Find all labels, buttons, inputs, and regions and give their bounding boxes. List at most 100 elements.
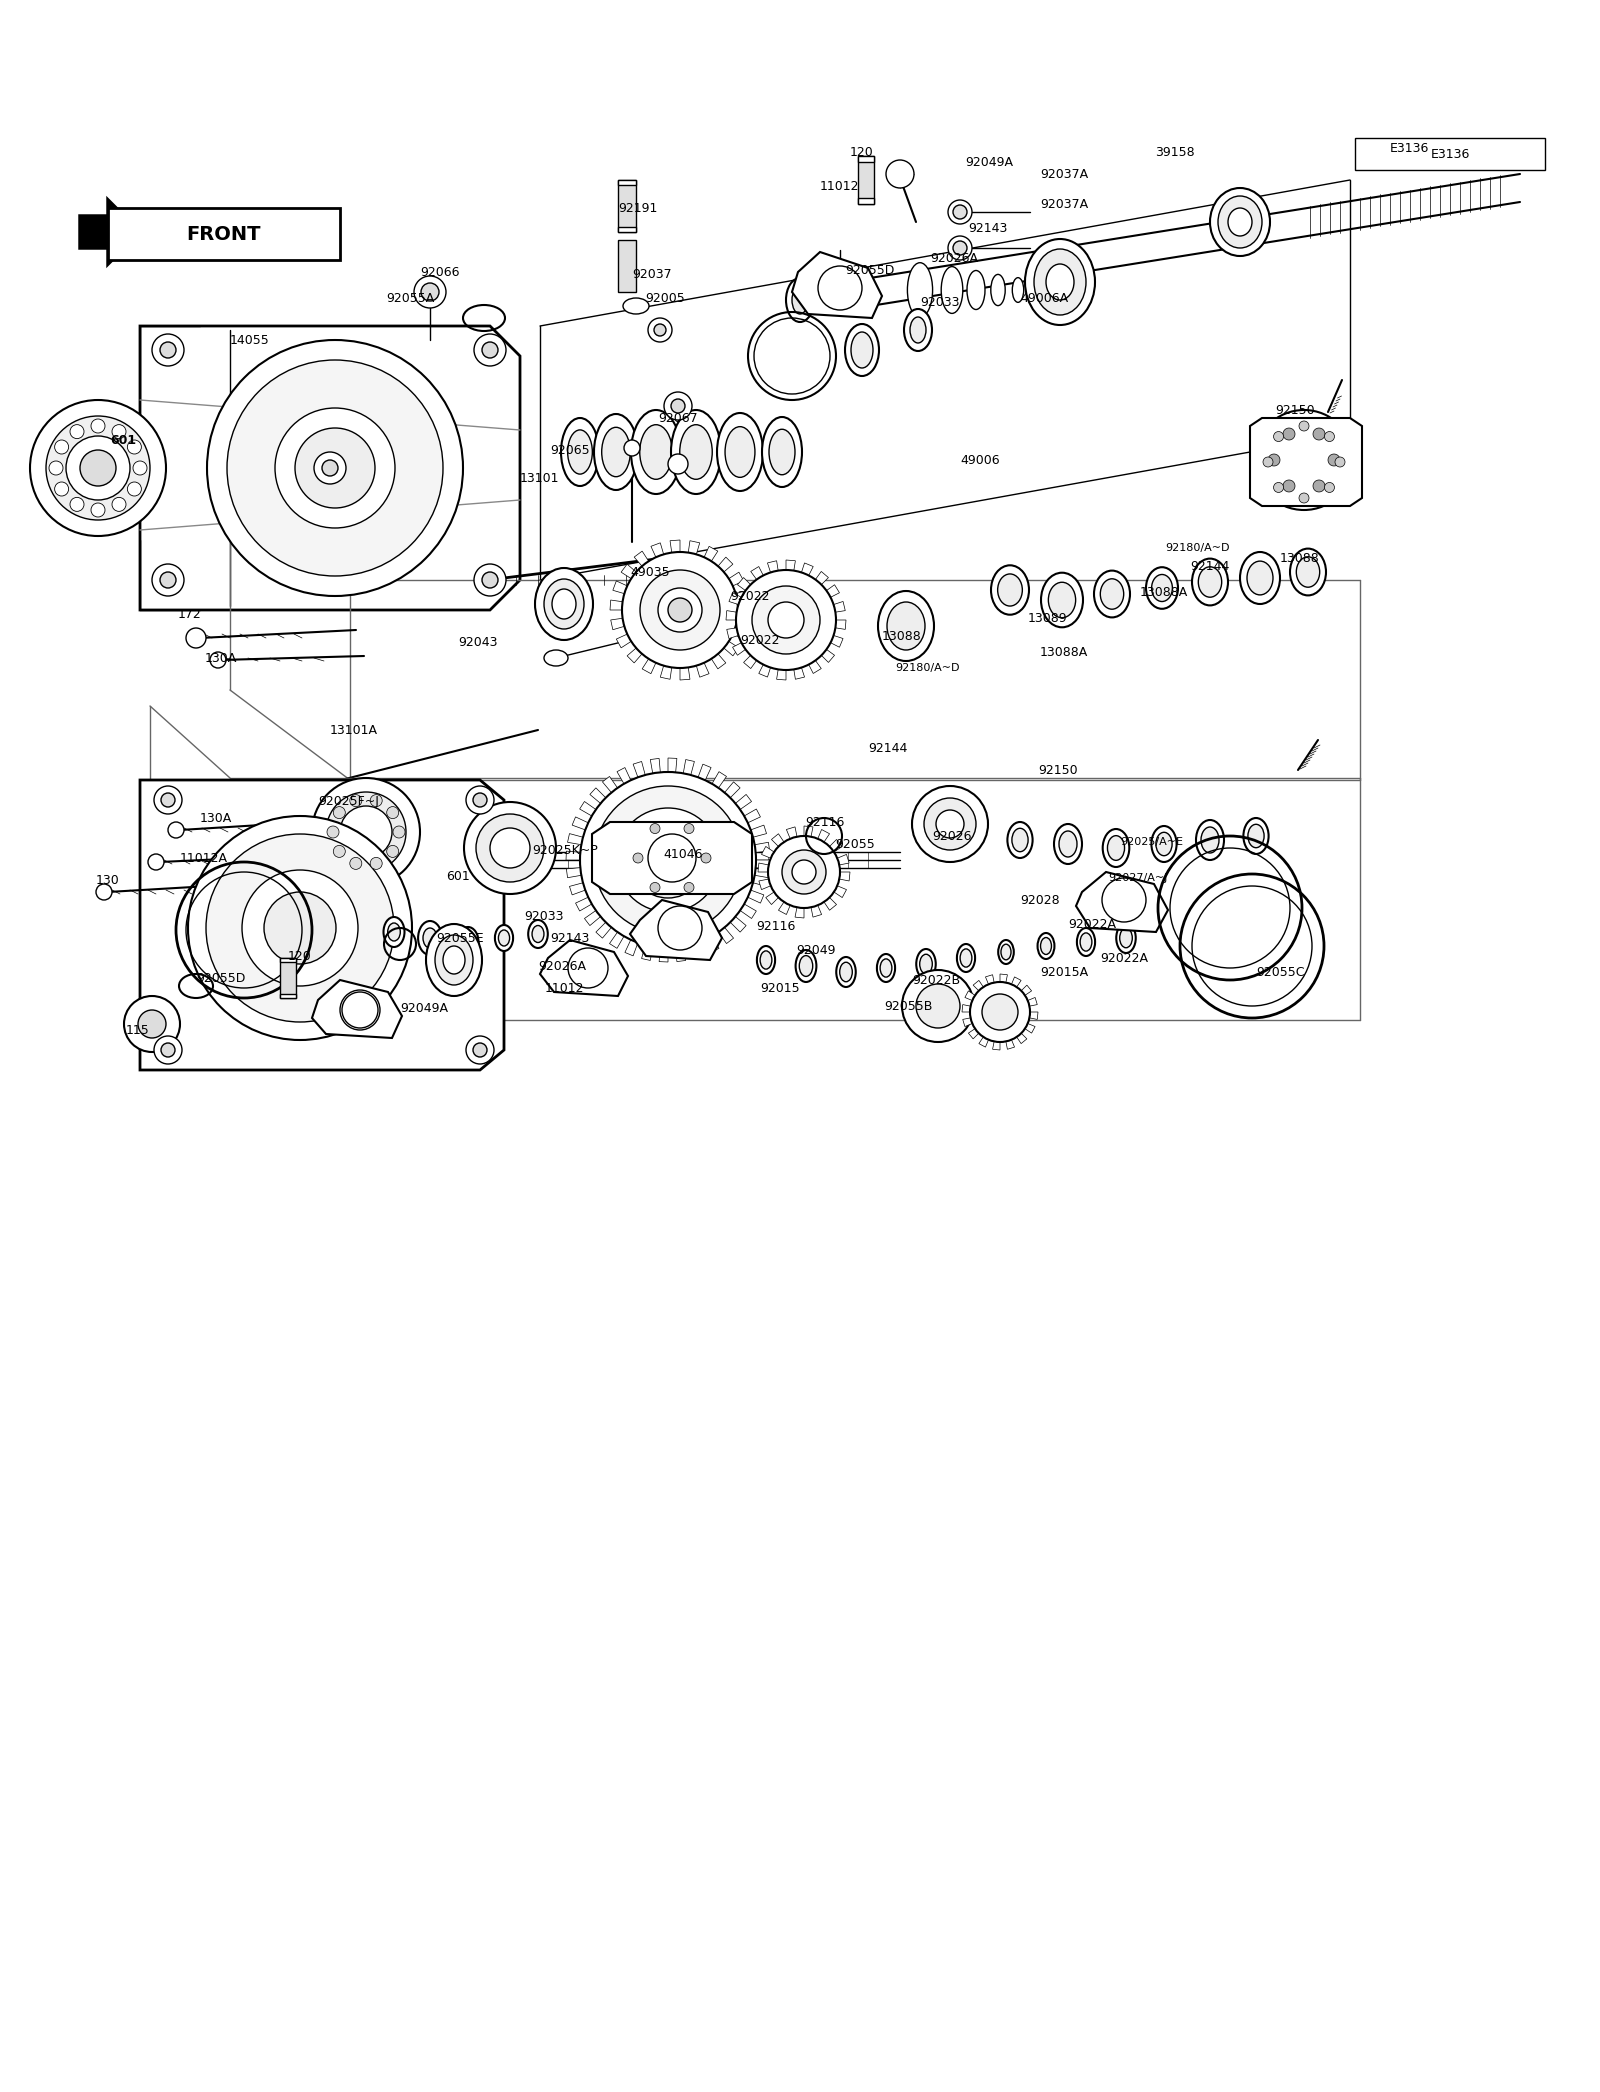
- Text: 92055D: 92055D: [195, 971, 245, 985]
- Polygon shape: [109, 207, 339, 259]
- Circle shape: [138, 1010, 166, 1038]
- Circle shape: [66, 435, 130, 500]
- Circle shape: [670, 400, 685, 412]
- Polygon shape: [595, 923, 611, 937]
- Ellipse shape: [960, 950, 971, 967]
- Circle shape: [154, 787, 182, 814]
- Circle shape: [482, 341, 498, 358]
- Circle shape: [350, 795, 362, 808]
- Circle shape: [1325, 483, 1334, 492]
- Circle shape: [339, 990, 381, 1029]
- Polygon shape: [610, 933, 624, 948]
- Circle shape: [1270, 427, 1338, 494]
- Circle shape: [654, 324, 666, 337]
- Ellipse shape: [1155, 833, 1173, 856]
- Polygon shape: [680, 667, 690, 680]
- Circle shape: [954, 205, 966, 220]
- Text: 92150: 92150: [1038, 764, 1078, 776]
- Text: 92033: 92033: [525, 910, 563, 923]
- Ellipse shape: [941, 266, 963, 314]
- Text: 92022: 92022: [739, 634, 779, 646]
- Ellipse shape: [1013, 278, 1024, 303]
- Polygon shape: [642, 946, 653, 960]
- Circle shape: [322, 460, 338, 477]
- Ellipse shape: [762, 416, 802, 487]
- Text: 92055: 92055: [835, 837, 875, 851]
- Bar: [280, 958, 296, 962]
- Polygon shape: [750, 567, 763, 579]
- Ellipse shape: [1034, 249, 1086, 316]
- Polygon shape: [771, 835, 784, 847]
- Circle shape: [701, 854, 710, 864]
- Circle shape: [594, 787, 742, 933]
- Text: 11012A: 11012A: [179, 851, 229, 864]
- Ellipse shape: [1014, 282, 1021, 297]
- Ellipse shape: [680, 425, 712, 479]
- Polygon shape: [611, 619, 624, 630]
- Text: 120: 120: [288, 950, 312, 962]
- Ellipse shape: [800, 956, 813, 977]
- Polygon shape: [634, 550, 648, 567]
- Polygon shape: [696, 663, 709, 678]
- Polygon shape: [768, 561, 778, 573]
- Polygon shape: [811, 906, 822, 916]
- Circle shape: [736, 569, 835, 669]
- Polygon shape: [634, 761, 645, 778]
- Polygon shape: [80, 201, 141, 264]
- Polygon shape: [965, 992, 974, 1000]
- Polygon shape: [830, 636, 843, 646]
- Circle shape: [152, 335, 184, 366]
- Text: 92026A: 92026A: [930, 251, 978, 264]
- Circle shape: [792, 860, 816, 885]
- Polygon shape: [986, 975, 994, 983]
- Polygon shape: [618, 768, 630, 784]
- Ellipse shape: [957, 943, 974, 973]
- Circle shape: [616, 808, 720, 912]
- Circle shape: [312, 778, 419, 887]
- Polygon shape: [1026, 1023, 1035, 1033]
- Ellipse shape: [602, 427, 630, 477]
- Bar: [280, 994, 296, 998]
- Polygon shape: [992, 1042, 1000, 1050]
- Circle shape: [1299, 494, 1309, 502]
- Bar: [858, 199, 874, 205]
- Polygon shape: [704, 546, 718, 561]
- Circle shape: [646, 839, 690, 883]
- Circle shape: [80, 450, 115, 485]
- Circle shape: [206, 341, 462, 596]
- Circle shape: [1314, 479, 1325, 492]
- Ellipse shape: [886, 602, 925, 651]
- Polygon shape: [733, 642, 746, 655]
- Circle shape: [96, 885, 112, 900]
- Text: 13101: 13101: [520, 471, 560, 485]
- Circle shape: [752, 586, 819, 655]
- Ellipse shape: [786, 278, 814, 322]
- Text: 92015A: 92015A: [1040, 967, 1088, 979]
- Polygon shape: [762, 847, 774, 858]
- Circle shape: [133, 460, 147, 475]
- Polygon shape: [1029, 1013, 1038, 1019]
- Circle shape: [902, 971, 974, 1042]
- Circle shape: [1267, 454, 1280, 467]
- Ellipse shape: [1202, 826, 1219, 854]
- Circle shape: [152, 565, 184, 596]
- Text: 92144: 92144: [1190, 559, 1229, 573]
- Polygon shape: [1000, 975, 1008, 983]
- Circle shape: [490, 828, 530, 868]
- Circle shape: [1274, 431, 1283, 441]
- Polygon shape: [733, 626, 747, 638]
- Circle shape: [634, 854, 643, 864]
- Circle shape: [1274, 483, 1283, 492]
- Circle shape: [242, 870, 358, 985]
- Text: 13088A: 13088A: [1139, 586, 1189, 598]
- Text: 601: 601: [110, 433, 136, 446]
- Ellipse shape: [387, 923, 400, 941]
- Polygon shape: [738, 611, 750, 619]
- Text: 92037A: 92037A: [1040, 169, 1088, 182]
- Polygon shape: [651, 542, 664, 556]
- Bar: [280, 958, 296, 998]
- Polygon shape: [744, 810, 760, 822]
- Text: 130A: 130A: [200, 812, 232, 824]
- Ellipse shape: [1008, 822, 1032, 858]
- Ellipse shape: [494, 925, 514, 952]
